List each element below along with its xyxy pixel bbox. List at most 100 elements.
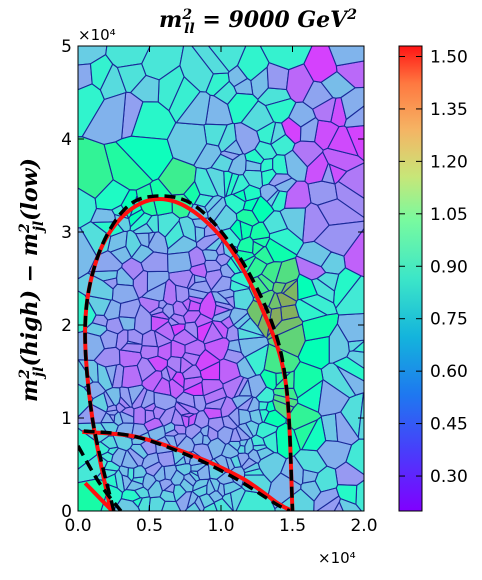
voronoi-cell xyxy=(336,365,364,396)
voronoi-cell xyxy=(132,269,149,299)
voronoi-cell xyxy=(178,216,197,243)
voronoi-cell xyxy=(133,303,152,336)
voronoi-cell xyxy=(127,467,135,482)
voronoi-cell xyxy=(237,444,246,454)
voronoi-cell xyxy=(263,409,287,428)
voronoi-cell xyxy=(81,92,127,145)
red-solid-curve xyxy=(83,481,114,511)
voronoi-cell xyxy=(335,275,364,316)
voronoi-cell xyxy=(220,395,238,418)
voronoi-cell xyxy=(94,179,131,211)
colorbar-tick-label: 0.75 xyxy=(430,310,468,330)
y-tick-label: 5 xyxy=(61,37,72,57)
voronoi-cell xyxy=(293,449,328,474)
y-tick-label: 3 xyxy=(61,223,72,243)
voronoi-cell xyxy=(147,479,163,499)
voronoi-cell xyxy=(201,378,224,397)
voronoi-cell xyxy=(228,307,249,326)
black-dashed-curve xyxy=(83,429,291,511)
voronoi-cell xyxy=(100,412,115,424)
voronoi-cell xyxy=(282,279,299,302)
voronoi-cell xyxy=(218,358,242,385)
red-solid-curve xyxy=(83,197,295,511)
voronoi-cell xyxy=(132,222,154,235)
voronoi-cell xyxy=(183,472,197,487)
voronoi-cell xyxy=(249,221,271,241)
voronoi-cell xyxy=(114,469,125,493)
colorbar-tick-label: 0.45 xyxy=(430,415,468,435)
voronoi-cell xyxy=(229,279,250,293)
voronoi-cell xyxy=(144,409,156,424)
voronoi-cell xyxy=(188,245,207,268)
colorbar-tick-label: 1.20 xyxy=(430,152,468,172)
colorbar-tick-label: 0.90 xyxy=(430,257,468,277)
voronoi-cell xyxy=(204,194,224,214)
y-tick-label: 2 xyxy=(61,316,72,336)
voronoi-cell xyxy=(120,343,143,354)
x-tick-label: 0.5 xyxy=(136,516,163,536)
voronoi-cell xyxy=(238,408,252,426)
colorbar-tick-label: 0.60 xyxy=(430,362,468,382)
voronoi-cell xyxy=(198,493,215,509)
colorbar xyxy=(398,45,423,512)
voronoi-cells xyxy=(78,46,364,511)
voronoi-cell xyxy=(270,121,287,145)
voronoi-cell xyxy=(184,501,202,511)
voronoi-cell xyxy=(141,452,160,470)
voronoi-cell xyxy=(316,198,364,226)
black-dashed-curve xyxy=(83,194,295,511)
voronoi-cell xyxy=(303,46,338,83)
voronoi-cell xyxy=(227,153,247,176)
voronoi-cell xyxy=(352,340,364,353)
voronoi-cell xyxy=(182,381,204,397)
voronoi-cell xyxy=(115,402,127,414)
voronoi-cell xyxy=(345,438,364,476)
voronoi-cell xyxy=(167,251,193,274)
voronoi-cell xyxy=(174,284,190,303)
voronoi-cell xyxy=(164,429,179,437)
voronoi-cell xyxy=(136,356,157,383)
voronoi-cell xyxy=(241,474,272,495)
voronoi-cell xyxy=(340,86,364,121)
voronoi-cell xyxy=(187,299,202,312)
voronoi-cell xyxy=(184,339,206,357)
y-axis: 0 1 2 3 4 5 xyxy=(61,37,364,522)
voronoi-cell xyxy=(317,379,351,417)
voronoi-cell xyxy=(227,407,240,428)
voronoi-cell xyxy=(260,158,274,173)
voronoi-cell xyxy=(227,339,242,354)
colorbar-tick-label: 1.50 xyxy=(430,47,468,67)
voronoi-cell xyxy=(118,298,141,319)
voronoi-cell xyxy=(142,472,157,491)
voronoi-cell xyxy=(174,456,187,467)
voronoi-cell xyxy=(268,291,282,310)
voronoi-cell xyxy=(313,220,364,257)
voronoi-cell xyxy=(239,438,249,447)
voronoi-cell xyxy=(186,273,196,290)
colorbar-tick-label: 1.05 xyxy=(430,205,468,225)
voronoi-cell xyxy=(104,364,118,388)
voronoi-cell xyxy=(285,63,315,103)
voronoi-cell xyxy=(119,411,135,424)
x-tick-label: 1.5 xyxy=(279,516,306,536)
x-axis: 0.0 0.5 1.0 1.5 2.0 xyxy=(64,46,378,536)
voronoi-cell xyxy=(293,361,324,399)
y-tick-label: 0 xyxy=(61,502,72,522)
y-axis-label: m2jl(high) − m2jl(low) xyxy=(17,158,47,402)
voronoi-cell xyxy=(252,444,268,452)
voronoi-cell xyxy=(279,207,307,242)
voronoi-cell xyxy=(334,180,364,219)
boundary-curves xyxy=(78,194,295,511)
voronoi-cell xyxy=(257,305,273,339)
colorbar-ticks: 0.30 0.45 0.60 0.75 0.90 1.05 1.20 1.35 1.50 xyxy=(399,47,468,487)
voronoi-cell xyxy=(327,125,359,157)
y-tick-label: 4 xyxy=(61,130,72,150)
voronoi-cell xyxy=(272,393,299,408)
colorbar-tick-label: 1.35 xyxy=(430,100,468,120)
voronoi-cell xyxy=(229,219,243,241)
voronoi-cell xyxy=(217,122,237,153)
voronoi-cell xyxy=(144,461,163,477)
voronoi-cell xyxy=(233,77,254,96)
x-tick-label: 0.0 xyxy=(64,516,91,536)
